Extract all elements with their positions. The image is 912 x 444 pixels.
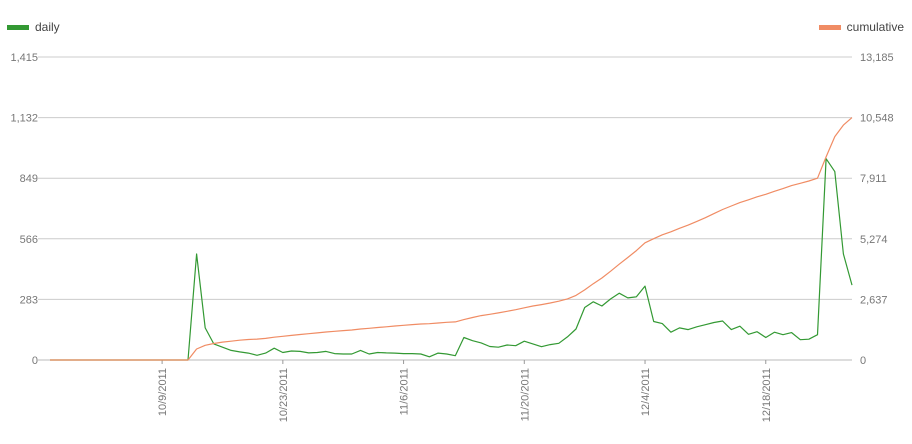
series-layer	[50, 117, 853, 361]
y-left-tick-label: 0	[32, 355, 38, 367]
y-right-tick-label: 13,185	[860, 52, 894, 64]
x-tick-label: 11/6/2011	[399, 368, 411, 415]
y-right-tick-label: 2,637	[860, 294, 888, 306]
y-right-tick-label: 0	[860, 355, 866, 367]
legend-label-cumulative: cumulative	[846, 20, 904, 34]
x-tick-label: 12/4/2011	[640, 368, 652, 416]
y-left-tick-label: 283	[20, 294, 38, 306]
y-right-tick-label: 5,274	[860, 234, 888, 246]
y-axis-left: 0 283 566 849 1,132 1,415	[10, 52, 38, 367]
x-axis: 10/9/2011 10/23/2011 11/6/2011 11/20/2011 12…	[157, 360, 773, 422]
y-right-tick-label: 10,548	[860, 113, 894, 125]
x-tick-label: 11/20/2011	[519, 368, 531, 421]
gridlines	[38, 56, 852, 361]
x-tick-label: 10/9/2011	[157, 368, 169, 416]
y-left-tick-label: 849	[20, 173, 38, 185]
x-tick-label: 10/23/2011	[278, 368, 290, 422]
legend-swatch-daily	[7, 24, 29, 30]
legend-label-daily: daily	[35, 20, 60, 34]
y-left-tick-label: 566	[20, 234, 38, 246]
series-line-daily[interactable]	[50, 158, 853, 361]
legend-item-daily[interactable]: daily	[7, 20, 60, 34]
series-line-cumulative[interactable]	[50, 117, 853, 361]
legend-item-cumulative[interactable]: cumulative	[818, 20, 904, 34]
legend-swatch-cumulative	[818, 24, 841, 30]
y-left-tick-label: 1,132	[10, 113, 38, 125]
y-left-tick-label: 1,415	[10, 52, 38, 64]
y-axis-right: 0 2,637 5,274 7,911 10,548 13,185	[860, 52, 894, 367]
y-right-tick-label: 7,911	[860, 173, 887, 185]
x-tick-label: 12/18/2011	[761, 368, 773, 422]
